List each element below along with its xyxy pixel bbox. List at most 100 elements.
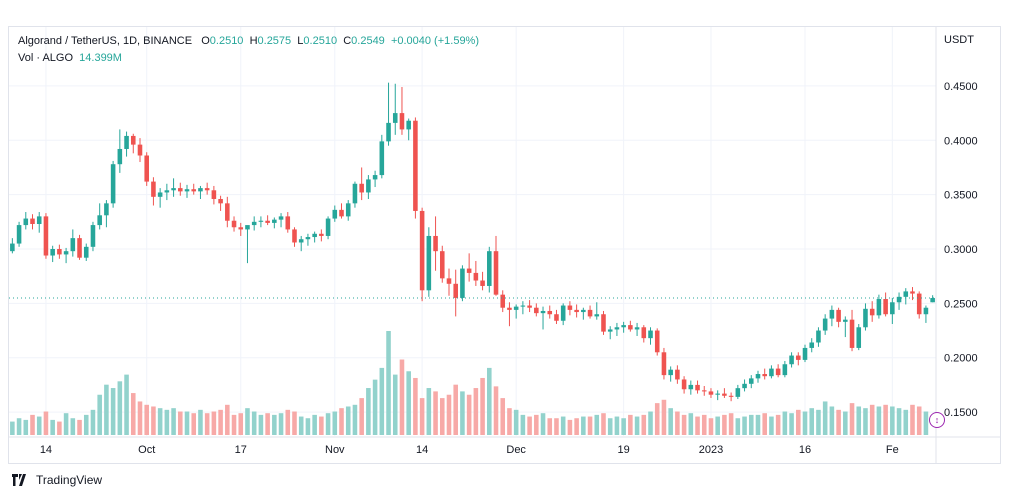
candle[interactable]: [829, 305, 835, 327]
candle[interactable]: [265, 215, 270, 226]
candle[interactable]: [540, 306, 546, 330]
candle[interactable]: [97, 203, 102, 230]
candle[interactable]: [325, 216, 331, 240]
candle[interactable]: [453, 269, 458, 317]
candle[interactable]: [124, 131, 129, 157]
candle[interactable]: [782, 360, 788, 378]
candle[interactable]: [701, 385, 707, 396]
candle[interactable]: [63, 247, 69, 264]
candle[interactable]: [560, 303, 566, 326]
candle[interactable]: [890, 297, 895, 325]
candle[interactable]: [607, 326, 613, 340]
candle[interactable]: [507, 302, 512, 327]
candle[interactable]: [171, 178, 176, 197]
candle[interactable]: [742, 379, 747, 392]
candle[interactable]: [527, 300, 532, 313]
candle[interactable]: [339, 203, 344, 219]
candle[interactable]: [513, 304, 519, 319]
candle[interactable]: [688, 380, 694, 395]
candle[interactable]: [547, 305, 553, 319]
candle[interactable]: [681, 376, 687, 394]
candle[interactable]: [178, 182, 183, 196]
candle[interactable]: [728, 392, 734, 402]
candle[interactable]: [151, 177, 156, 206]
candle[interactable]: [359, 167, 364, 201]
candle[interactable]: [715, 390, 720, 401]
candle[interactable]: [386, 82, 391, 146]
candle[interactable]: [614, 322, 620, 336]
candle[interactable]: [345, 200, 351, 221]
tradingview-logo-icon[interactable]: [12, 474, 30, 486]
candle[interactable]: [863, 303, 868, 331]
brand-name[interactable]: TradingView: [36, 473, 103, 487]
candle[interactable]: [90, 221, 96, 252]
candle[interactable]: [567, 301, 573, 316]
candle[interactable]: [601, 310, 606, 335]
candle[interactable]: [695, 380, 700, 394]
candle[interactable]: [903, 288, 909, 305]
candle[interactable]: [628, 320, 633, 332]
candle[interactable]: [849, 309, 855, 352]
candle[interactable]: [869, 301, 875, 322]
candle[interactable]: [843, 316, 848, 338]
candle[interactable]: [634, 322, 640, 336]
candle[interactable]: [836, 307, 841, 328]
candle[interactable]: [796, 352, 801, 366]
candle[interactable]: [755, 370, 761, 383]
candle[interactable]: [883, 292, 888, 317]
candle[interactable]: [23, 212, 29, 230]
candle[interactable]: [305, 233, 311, 246]
candle[interactable]: [816, 327, 821, 347]
candle[interactable]: [708, 388, 714, 398]
candle[interactable]: [298, 235, 304, 252]
candle[interactable]: [191, 183, 197, 195]
scale-settings-icon[interactable]: ↕: [929, 412, 945, 428]
candle[interactable]: [379, 134, 385, 179]
candle[interactable]: [520, 301, 526, 315]
candle[interactable]: [137, 138, 143, 163]
candle[interactable]: [104, 200, 109, 228]
candle[interactable]: [594, 302, 600, 320]
candle[interactable]: [460, 265, 465, 302]
candle[interactable]: [292, 227, 297, 247]
candle[interactable]: [272, 217, 277, 229]
candle[interactable]: [426, 227, 432, 297]
candle[interactable]: [789, 352, 794, 368]
candle[interactable]: [204, 182, 210, 195]
candle[interactable]: [587, 305, 593, 319]
candle[interactable]: [352, 181, 358, 208]
symbol-title[interactable]: Algorand / TetherUS, 1D, BINANCE: [18, 35, 193, 47]
candle[interactable]: [439, 245, 445, 283]
candle[interactable]: [245, 225, 250, 264]
candle[interactable]: [762, 368, 767, 380]
candle[interactable]: [157, 188, 163, 208]
candle[interactable]: [251, 216, 257, 231]
candle[interactable]: [413, 117, 418, 219]
candle[interactable]: [319, 229, 324, 242]
candle[interactable]: [392, 83, 398, 135]
candle[interactable]: [802, 344, 808, 363]
candle[interactable]: [144, 152, 149, 186]
candle[interactable]: [775, 364, 781, 378]
candle[interactable]: [43, 213, 49, 259]
candle[interactable]: [748, 375, 754, 389]
candle[interactable]: [856, 324, 862, 351]
candle[interactable]: [406, 118, 411, 141]
candle[interactable]: [896, 292, 902, 310]
candle[interactable]: [500, 290, 506, 313]
candle[interactable]: [809, 338, 815, 353]
candle[interactable]: [487, 246, 492, 293]
candle[interactable]: [930, 295, 935, 303]
candle[interactable]: [117, 129, 123, 173]
candle[interactable]: [332, 205, 338, 222]
candle[interactable]: [668, 366, 673, 382]
candle[interactable]: [910, 287, 915, 301]
candle[interactable]: [211, 185, 217, 205]
candle[interactable]: [916, 291, 922, 319]
candle[interactable]: [258, 216, 264, 228]
candle[interactable]: [10, 238, 15, 254]
candle[interactable]: [641, 325, 647, 343]
candle[interactable]: [446, 268, 452, 296]
candle[interactable]: [285, 212, 291, 233]
